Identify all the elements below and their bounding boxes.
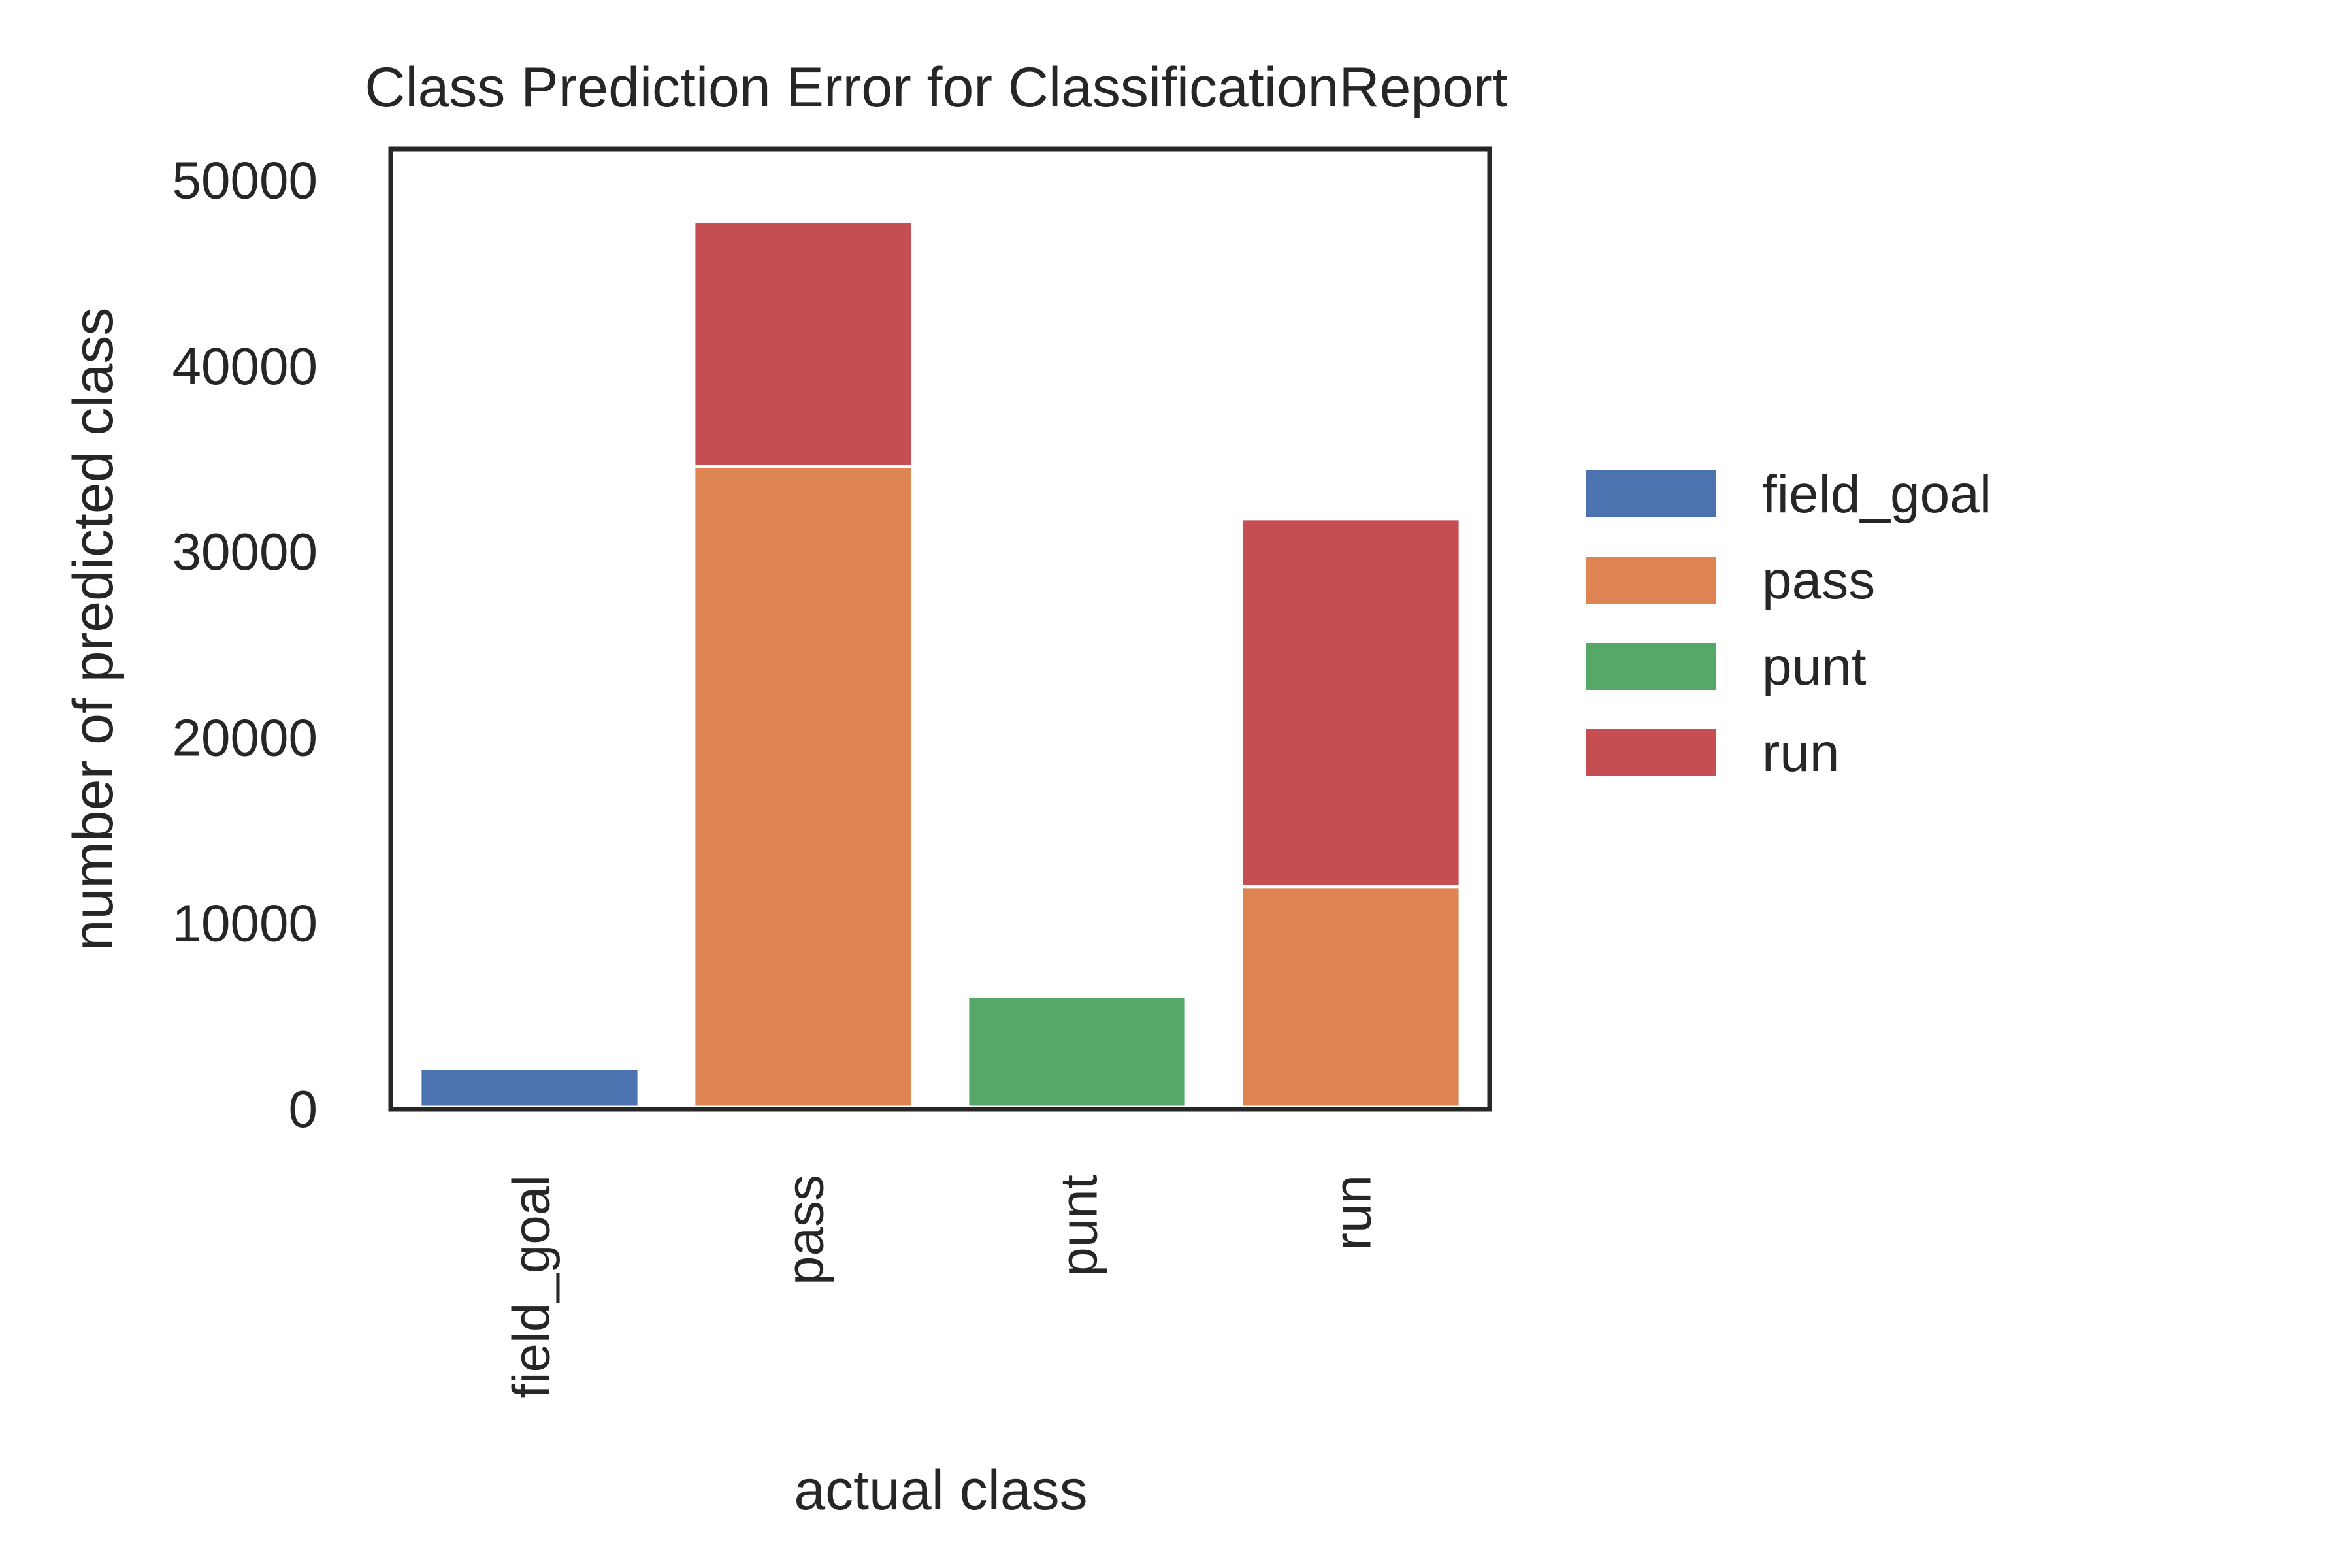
y-tick-label: 50000 bbox=[172, 152, 318, 210]
legend-label-punt: punt bbox=[1762, 637, 1867, 696]
chart-title: Class Prediction Error for Classificatio… bbox=[365, 56, 1507, 119]
legend-swatch-pass bbox=[1586, 557, 1716, 604]
x-tick-label: pass bbox=[776, 1175, 834, 1285]
bars-layer bbox=[418, 220, 1462, 1109]
x-axis-ticks: field_goal pass punt run bbox=[502, 1175, 1382, 1399]
y-tick-label: 0 bbox=[289, 1080, 318, 1138]
legend-swatch-run bbox=[1586, 729, 1716, 776]
y-tick-label: 20000 bbox=[172, 708, 318, 766]
legend-label-run: run bbox=[1762, 723, 1840, 783]
x-tick-label: punt bbox=[1050, 1175, 1108, 1277]
bar-run-pass bbox=[1239, 885, 1462, 1109]
y-tick-label: 10000 bbox=[172, 894, 318, 953]
x-tick-label: run bbox=[1324, 1175, 1382, 1250]
bar-punt-punt bbox=[966, 994, 1188, 1109]
legend-label-pass: pass bbox=[1762, 551, 1875, 610]
y-tick-label: 30000 bbox=[172, 523, 318, 581]
bar-pass-pass bbox=[692, 465, 915, 1109]
plot-area-frame bbox=[388, 146, 1492, 1112]
legend-label-field_goal: field_goal bbox=[1762, 465, 1991, 524]
legend-swatch-punt bbox=[1586, 643, 1716, 690]
y-tick-label: 40000 bbox=[172, 337, 318, 395]
y-axis-ticks: 0 10000 20000 30000 40000 50000 bbox=[172, 152, 318, 1138]
legend-swatch-field_goal bbox=[1586, 470, 1716, 517]
bar-pass-run bbox=[692, 220, 915, 468]
bar-field_goal-field_goal bbox=[418, 1066, 641, 1109]
x-tick-label: field_goal bbox=[502, 1175, 561, 1399]
bar-run-run bbox=[1239, 517, 1462, 889]
x-axis-label: actual class bbox=[794, 1459, 1087, 1522]
y-axis-label: number of predicted class bbox=[62, 308, 125, 951]
